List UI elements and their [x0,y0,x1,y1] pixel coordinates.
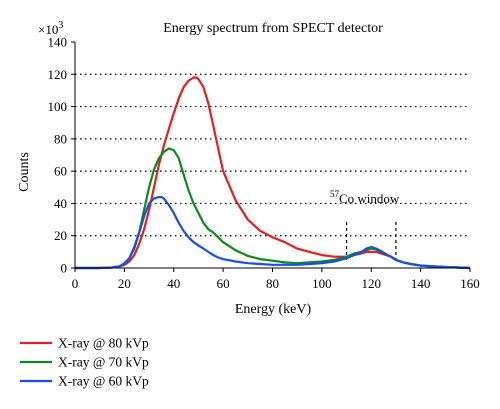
y-tick-label-80: 80 [54,131,67,146]
x-tick-label-60: 60 [217,276,230,291]
x-tick-label-140: 140 [411,276,431,291]
x-axis-label: Energy (keV) [235,302,312,317]
grid-lines [75,73,470,237]
y-tick-label-40: 40 [54,196,67,211]
x-tick-label-80: 80 [266,276,279,291]
y-multiplier-exponent: 3 [58,20,63,31]
co-window-text: Co window [339,191,400,206]
y-tick-label-20: 20 [54,228,67,243]
legend-label-2: X-ray @ 70 kVp [58,355,149,370]
x-tick-label-100: 100 [312,276,332,291]
y-axis-label: Counts [17,152,32,192]
x-tick-labels: 0 20 40 60 80 100 120 140 160 [72,276,480,291]
y-tick-label-0: 0 [61,261,68,276]
chart-title: Energy spectrum from SPECT detector [163,21,383,36]
x-tick-label-40: 40 [167,276,180,291]
y-multiplier-base: ×10 [38,22,58,37]
y-tick-label-100: 100 [48,99,68,114]
legend-label-3: X-ray @ 60 kVp [58,374,149,389]
y-tick-labels: 0 20 40 60 80 100 120 140 [48,35,68,276]
x-tick-label-160: 160 [460,276,480,291]
x-tick-label-120: 120 [362,276,382,291]
axes [71,41,471,272]
x-tick-label-0: 0 [72,276,79,291]
co-window-lines [345,222,397,260]
series-lines [75,76,471,270]
series-line-2 [75,147,471,270]
x-tick-label-20: 20 [118,276,131,291]
co-window-isotope-mass: 57 [330,189,340,199]
y-tick-label-140: 140 [48,35,68,50]
y-tick-label-120: 120 [48,67,68,82]
series-line-3 [75,195,471,270]
legend-label-1: X-ray @ 80 kVp [58,336,149,351]
y-tick-label-60: 60 [54,164,67,179]
co-window-annotation: 57Co window [330,189,400,206]
legend: X-ray @ 80 kVp X-ray @ 70 kVp X-ray @ 60 k… [20,336,149,389]
y-multiplier-label: ×103 [38,20,63,37]
